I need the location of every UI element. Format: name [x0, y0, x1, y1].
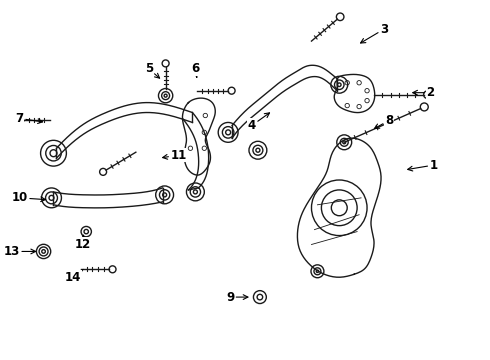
Text: 14: 14 — [65, 269, 83, 284]
Text: 9: 9 — [226, 291, 248, 303]
Text: 2: 2 — [413, 86, 435, 99]
Text: 13: 13 — [4, 245, 36, 258]
Text: 7: 7 — [16, 112, 43, 125]
Text: 10: 10 — [12, 192, 46, 204]
Text: 8: 8 — [374, 114, 393, 129]
Text: 1: 1 — [408, 159, 438, 172]
Text: 11: 11 — [163, 149, 187, 162]
Text: 5: 5 — [145, 62, 160, 78]
Text: 4: 4 — [248, 113, 270, 132]
Text: 6: 6 — [191, 62, 199, 77]
Text: 12: 12 — [75, 235, 91, 251]
Text: 3: 3 — [361, 23, 388, 43]
